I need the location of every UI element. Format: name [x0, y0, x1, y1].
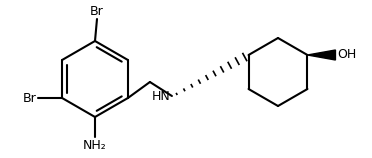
Text: Br: Br	[90, 5, 104, 18]
Text: Br: Br	[22, 91, 36, 104]
Text: HN: HN	[152, 89, 171, 103]
Polygon shape	[307, 50, 336, 60]
Text: NH₂: NH₂	[83, 139, 107, 152]
Text: OH: OH	[337, 49, 357, 61]
